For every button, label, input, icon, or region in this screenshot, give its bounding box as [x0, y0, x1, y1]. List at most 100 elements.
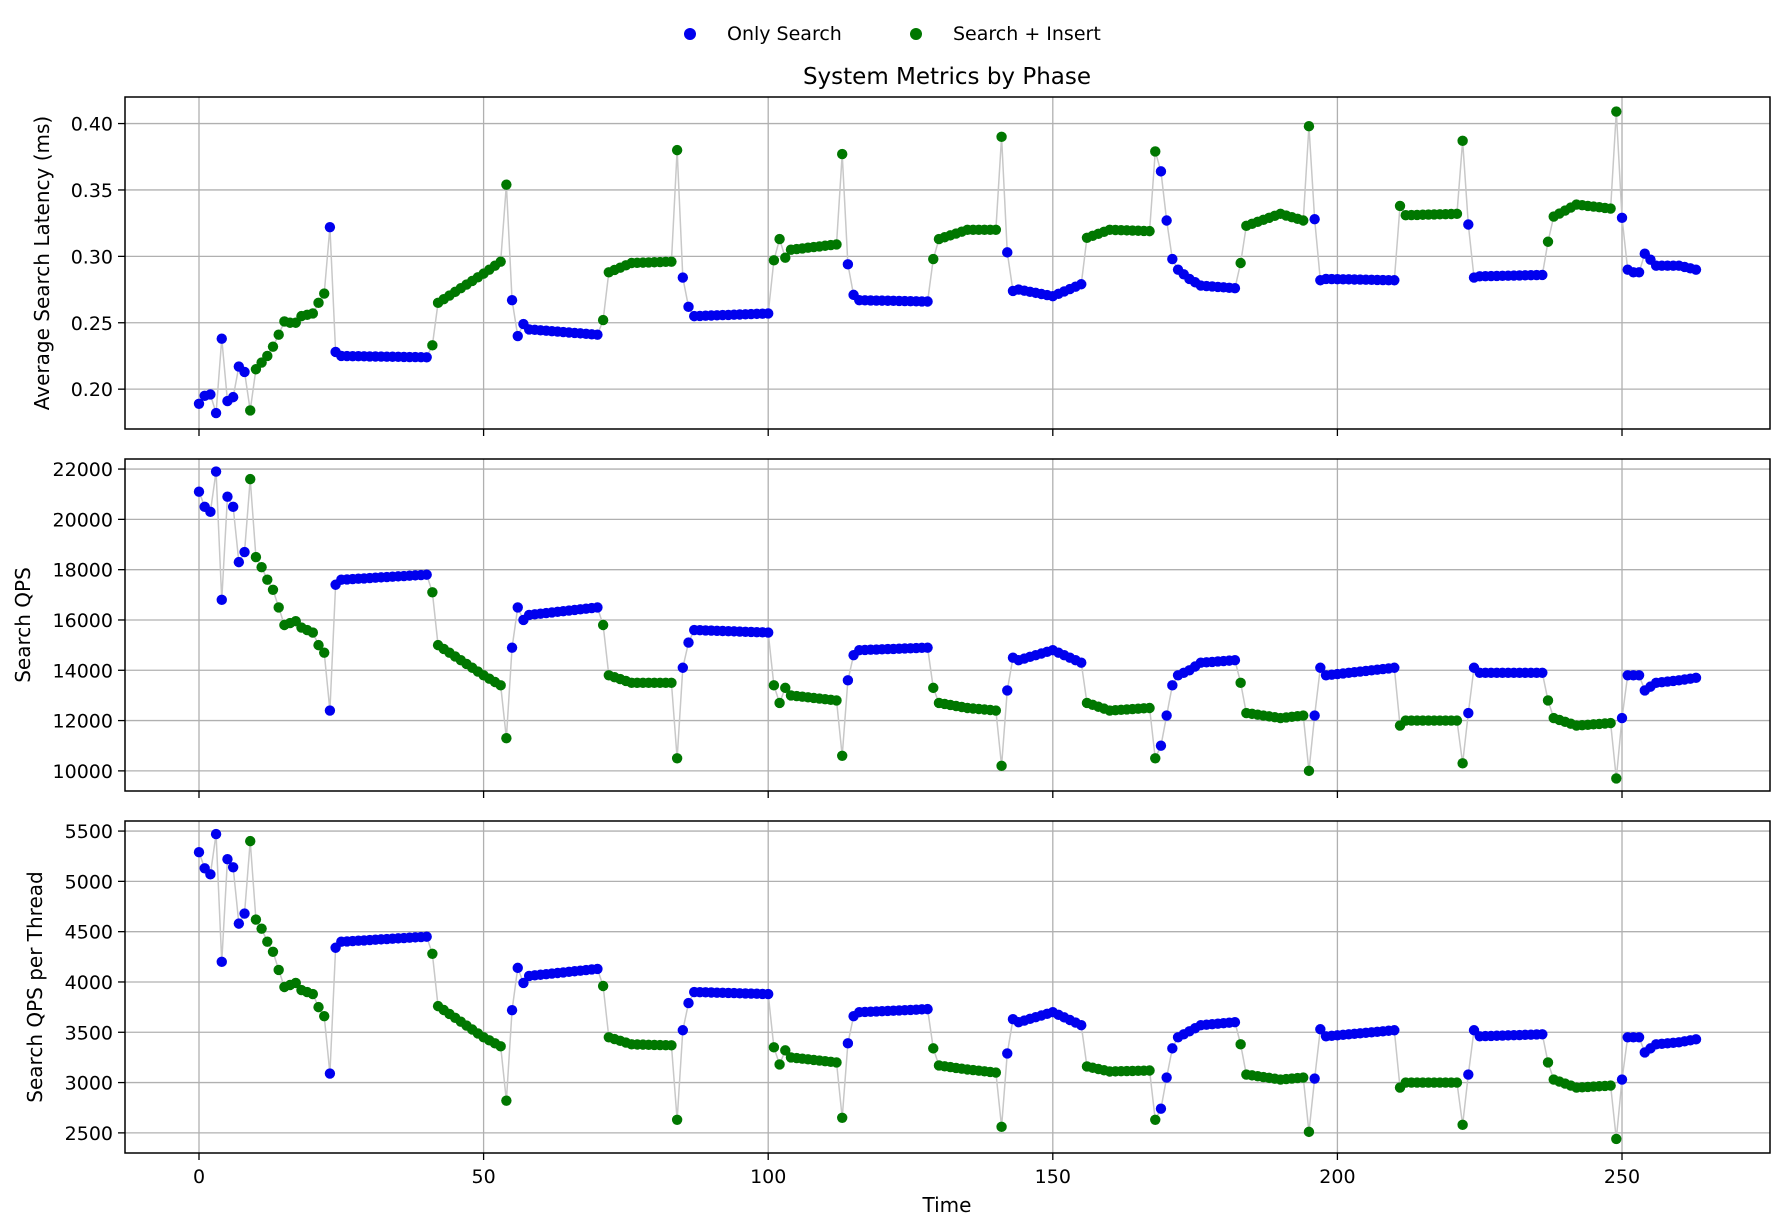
data-point-only-search [227, 862, 239, 873]
data-point-search-insert [990, 1067, 1002, 1078]
data-point-search-insert [313, 1001, 324, 1013]
data-point-only-search [1463, 1069, 1474, 1080]
data-point-only-search [512, 330, 523, 342]
data-point-search-insert [1150, 1114, 1161, 1126]
data-point-only-search [1690, 264, 1702, 275]
data-point-only-search [216, 333, 227, 344]
data-point-only-search [592, 602, 603, 613]
data-point-search-insert [262, 936, 273, 947]
panel-2: 10000 12000 14000 16000 18000 20000 22000 Searc… [11, 458, 1771, 798]
data-point-search-insert [313, 639, 324, 651]
chart-title: System Metrics by Phase [803, 64, 1091, 90]
data-point-search-insert [1611, 1133, 1622, 1145]
data-point-search-insert [495, 1041, 506, 1052]
data-point-only-search [763, 988, 774, 1000]
y-tick-label: 3500 [65, 1022, 113, 1044]
data-point-search-insert [831, 695, 842, 706]
data-point-search-insert [1144, 702, 1155, 714]
data-point-search-insert [666, 677, 677, 689]
data-point-search-insert [928, 253, 939, 265]
legend: Only Search Search + Insert [684, 23, 1101, 45]
legend-label-search-insert: Search + Insert [953, 23, 1101, 45]
data-point-only-search [1155, 740, 1167, 751]
data-point-search-insert [837, 148, 848, 160]
data-point-only-search [506, 294, 518, 306]
data-point-search-insert [307, 988, 319, 1000]
series-connector-line [198, 111, 1697, 414]
data-point-search-insert [1457, 758, 1468, 769]
data-point-search-insert [837, 750, 848, 761]
data-point-search-insert [1451, 208, 1463, 220]
data-point-search-insert [831, 239, 842, 250]
data-point-only-search [1389, 1025, 1400, 1036]
data-point-search-insert [597, 980, 609, 992]
data-point-search-insert [768, 255, 780, 266]
data-point-search-insert [597, 619, 609, 631]
data-point-search-insert [256, 561, 267, 573]
data-point-only-search [1155, 166, 1167, 177]
data-point-only-search [1309, 1073, 1320, 1084]
data-point-only-search [233, 918, 245, 929]
data-point-search-insert [1298, 215, 1309, 226]
data-point-only-search [922, 296, 933, 307]
data-point-only-search [677, 272, 689, 283]
data-point-search-insert [1542, 236, 1554, 247]
data-point-only-search [421, 931, 432, 942]
data-point-search-insert [307, 308, 319, 319]
y-axis-label: Search QPS per Thread [23, 871, 47, 1102]
data-point-search-insert [1298, 1072, 1309, 1083]
data-point-only-search [1315, 1024, 1326, 1035]
data-point-only-search [518, 977, 529, 989]
data-point-only-search [1002, 1048, 1013, 1059]
data-point-search-insert [780, 252, 791, 263]
data-point-search-insert [262, 574, 273, 585]
data-point-only-search [763, 308, 774, 319]
plot-frame [124, 96, 1771, 430]
data-point-only-search [1537, 269, 1548, 281]
data-point-only-search [1002, 685, 1013, 696]
data-point-only-search [239, 366, 250, 378]
data-point-search-insert [928, 1043, 939, 1054]
data-point-only-search [1537, 667, 1548, 678]
data-point-search-insert [1457, 1119, 1468, 1131]
data-point-only-search [1167, 253, 1178, 265]
data-point-search-insert [780, 1045, 791, 1056]
x-tick-label: 150 [1035, 1166, 1071, 1188]
data-point-only-search [1229, 655, 1241, 666]
data-point-search-insert [1303, 121, 1315, 132]
data-point-search-insert [1457, 135, 1468, 147]
data-point-search-insert [780, 682, 791, 694]
data-point-search-insert [267, 341, 279, 352]
data-point-search-insert [319, 1010, 330, 1022]
y-tick-label: 18000 [53, 560, 113, 582]
data-point-search-insert [774, 697, 785, 709]
data-point-search-insert [262, 350, 273, 362]
data-point-only-search [842, 675, 854, 686]
data-point-search-insert [501, 732, 512, 744]
data-point-only-search [677, 1025, 689, 1036]
data-point-search-insert [290, 977, 301, 989]
data-point-only-search [922, 642, 933, 653]
data-point-search-insert [671, 753, 683, 764]
data-point-only-search [1229, 1017, 1241, 1028]
data-point-only-search [216, 594, 227, 606]
data-point-only-search [193, 486, 205, 497]
y-tick-label: 22000 [53, 459, 113, 481]
x-tick-label: 100 [750, 1166, 786, 1188]
data-point-only-search [227, 391, 239, 403]
data-point-only-search [1690, 1034, 1702, 1045]
y-tick-label: 0.35 [71, 180, 113, 202]
series-connector-line [198, 471, 1697, 779]
data-point-search-insert [1542, 1057, 1554, 1068]
data-point-search-insert [1303, 1126, 1315, 1138]
data-point-search-insert [267, 584, 279, 595]
data-point-only-search [1537, 1029, 1548, 1040]
y-tick-label: 0.25 [71, 313, 113, 335]
data-point-search-insert [1451, 715, 1463, 726]
data-point-only-search [421, 569, 432, 580]
data-point-search-insert [1144, 1065, 1155, 1076]
data-point-only-search [1633, 267, 1645, 278]
legend-marker-only-search [684, 28, 696, 40]
data-point-only-search [1309, 213, 1320, 225]
data-point-search-insert [267, 946, 279, 957]
